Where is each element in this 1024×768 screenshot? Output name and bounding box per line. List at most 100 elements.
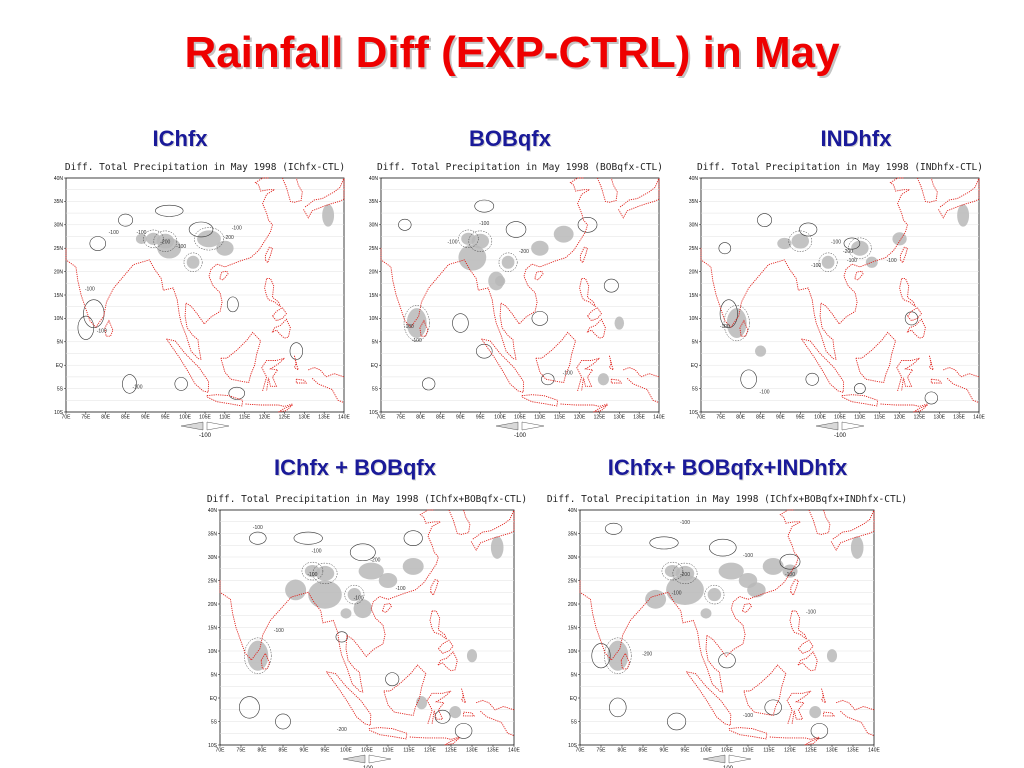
lon-tick-label: 85E bbox=[639, 748, 649, 754]
shaded-region bbox=[340, 608, 352, 619]
lat-tick-label: 10S bbox=[208, 743, 218, 749]
lat-tick-label: 10S bbox=[54, 410, 64, 416]
lat-tick-label: 15N bbox=[568, 625, 578, 631]
coastline bbox=[804, 737, 820, 746]
lon-tick-label: 95E bbox=[476, 415, 486, 421]
lon-tick-label: 140E bbox=[653, 415, 665, 421]
lat-tick-label: EQ bbox=[56, 363, 63, 369]
contour-line bbox=[385, 672, 400, 687]
shaded-region bbox=[851, 240, 869, 256]
lat-tick-label: 35N bbox=[689, 199, 699, 205]
coastline bbox=[832, 509, 875, 540]
contour-label: -100 bbox=[563, 371, 573, 377]
lat-tick-label: 5S bbox=[372, 386, 379, 392]
contour-line bbox=[155, 204, 184, 217]
coastline bbox=[620, 652, 631, 670]
coastline bbox=[836, 699, 875, 711]
dashed-contour bbox=[183, 252, 203, 272]
coastline bbox=[899, 278, 916, 308]
contour-line bbox=[603, 278, 619, 293]
map-title: Diff. Total Precipitation in May 1998 (B… bbox=[377, 162, 663, 173]
lon-tick-label: 120E bbox=[894, 415, 906, 421]
map-title: Diff. Total Precipitation in May 1998 (I… bbox=[547, 494, 907, 505]
coastline bbox=[463, 711, 475, 717]
lat-tick-label: 20N bbox=[689, 269, 699, 275]
coastline bbox=[700, 248, 732, 328]
contour-label: -100 bbox=[232, 225, 242, 231]
lon-tick-label: 100E bbox=[700, 748, 712, 754]
lat-tick-label: 25N bbox=[369, 246, 379, 252]
shaded-region bbox=[597, 373, 609, 386]
map-title: Diff. Total Precipitation in May 1998 (I… bbox=[697, 162, 983, 173]
dashed-contour bbox=[194, 227, 224, 251]
shaded-region bbox=[488, 271, 505, 291]
coastline bbox=[742, 602, 752, 614]
coastline bbox=[728, 727, 768, 740]
lat-tick-label: 35N bbox=[54, 199, 64, 205]
contour-line bbox=[403, 530, 423, 547]
coastline bbox=[854, 270, 864, 281]
contour-line bbox=[853, 383, 866, 395]
coastline bbox=[95, 259, 202, 360]
coastline bbox=[293, 355, 300, 371]
contour-line bbox=[718, 242, 732, 255]
contour-line bbox=[577, 217, 598, 233]
contour-line bbox=[289, 342, 303, 360]
lat-tick-label: EQ bbox=[371, 363, 378, 369]
lon-tick-label: 70E bbox=[62, 415, 72, 421]
contour-line bbox=[505, 221, 527, 238]
lon-tick-label: 125E bbox=[279, 415, 291, 421]
coastline bbox=[272, 306, 287, 322]
lat-tick-label: 30N bbox=[208, 555, 218, 561]
dashed-contour bbox=[604, 637, 632, 674]
lat-tick-label: 5N bbox=[57, 340, 64, 346]
lat-tick-label: 10S bbox=[568, 743, 578, 749]
legend: -100 bbox=[702, 754, 752, 768]
coastline bbox=[596, 177, 618, 203]
legend: -100 bbox=[342, 754, 392, 768]
coastline bbox=[823, 711, 835, 717]
coastline bbox=[476, 699, 515, 711]
lon-tick-label: 120E bbox=[424, 748, 436, 754]
lat-tick-label: 5S bbox=[211, 719, 218, 725]
coastline bbox=[769, 736, 820, 740]
coastline bbox=[430, 579, 439, 596]
contour-line bbox=[293, 531, 323, 545]
contour-label: -200 bbox=[642, 652, 652, 658]
contour-line bbox=[226, 296, 239, 313]
lat-tick-label: 20N bbox=[369, 269, 379, 275]
contour-label: -100 bbox=[887, 258, 897, 264]
lat-tick-label: 5S bbox=[692, 386, 699, 392]
coastline bbox=[261, 357, 285, 392]
lat-tick-label: 40N bbox=[54, 176, 64, 182]
coastline bbox=[500, 177, 592, 325]
legend-value: -100 bbox=[514, 433, 527, 439]
coastline bbox=[618, 178, 660, 219]
contour-label: -100 bbox=[132, 385, 142, 391]
legend: -100 bbox=[180, 421, 230, 439]
coastline bbox=[913, 404, 928, 413]
coastline bbox=[380, 248, 412, 328]
lat-tick-label: 25N bbox=[689, 246, 699, 252]
contour-line bbox=[719, 299, 738, 329]
lon-tick-label: 70E bbox=[697, 415, 707, 421]
map-panel-ichfx: Diff. Total Precipitation in May 1998 (I… bbox=[30, 158, 351, 443]
contour-line bbox=[810, 723, 829, 739]
lat-tick-label: 15N bbox=[369, 293, 379, 299]
contour-label: -100 bbox=[847, 258, 857, 264]
slide-title: Rainfall Diff (EXP-CTRL) in May bbox=[184, 28, 840, 77]
lon-tick-label: 80E bbox=[101, 415, 111, 421]
panel-caption-bobqfx: BOBqfx bbox=[469, 126, 551, 151]
coastline bbox=[410, 259, 517, 360]
coastline bbox=[295, 378, 308, 384]
map-panel-indhfx: Diff. Total Precipitation in May 1998 (I… bbox=[665, 158, 986, 443]
shaded-region bbox=[216, 240, 234, 256]
coastline bbox=[308, 367, 345, 378]
lat-tick-label: 5N bbox=[692, 340, 699, 346]
coastline bbox=[946, 377, 980, 404]
contour-label: -100 bbox=[85, 286, 95, 292]
coastline bbox=[311, 377, 345, 404]
lon-tick-label: 115E bbox=[874, 415, 886, 421]
contour-line bbox=[667, 712, 687, 731]
coastline bbox=[608, 355, 615, 371]
